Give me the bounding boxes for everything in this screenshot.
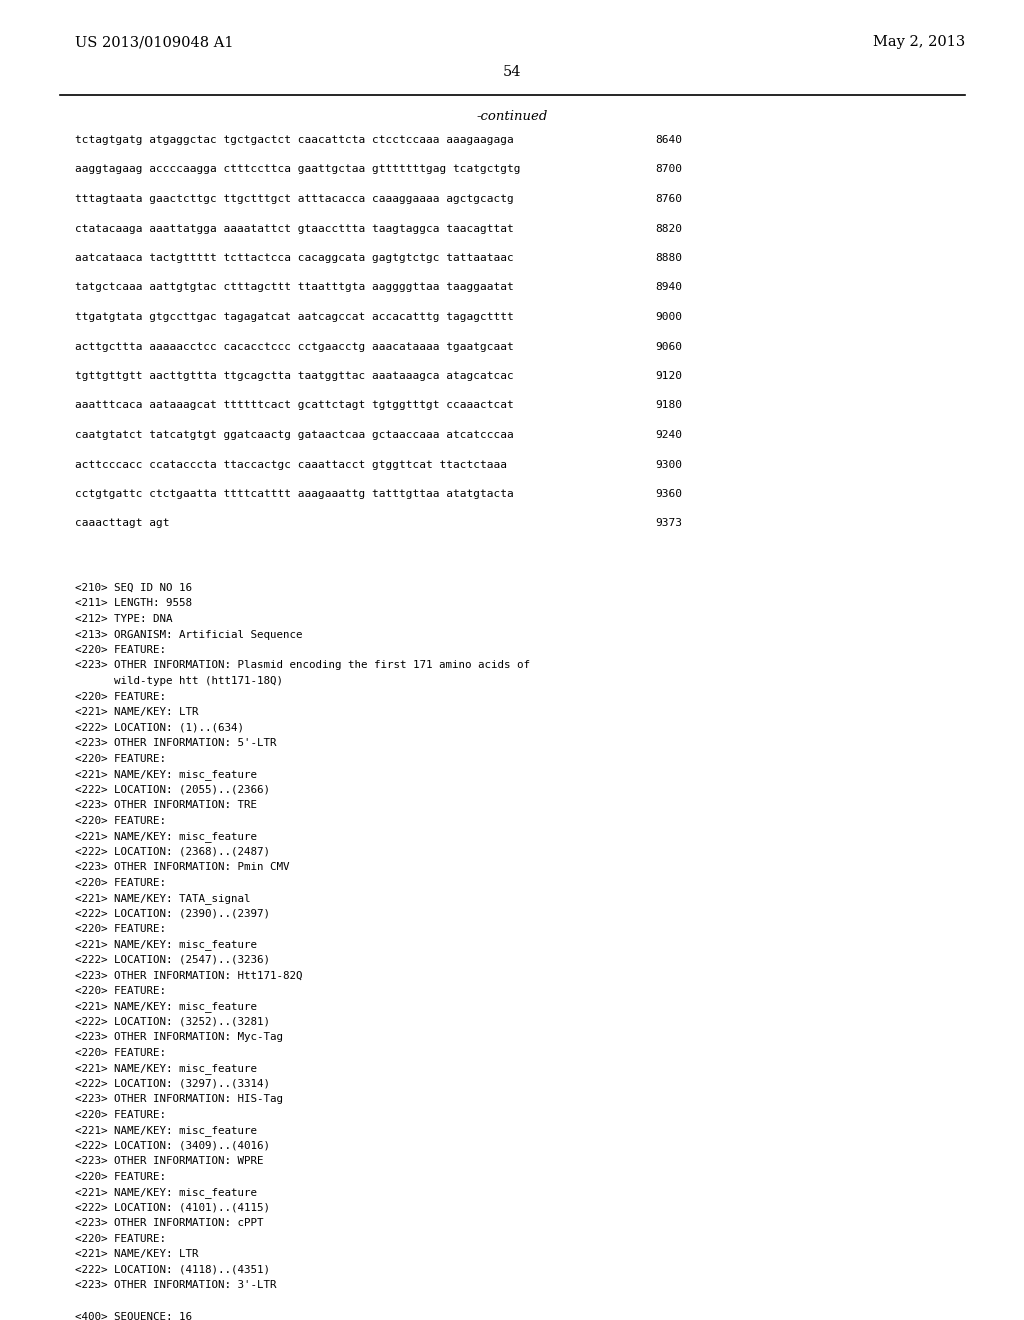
Text: ttgatgtata gtgccttgac tagagatcat aatcagccat accacatttg tagagctttt: ttgatgtata gtgccttgac tagagatcat aatcagc… (75, 312, 514, 322)
Text: May 2, 2013: May 2, 2013 (872, 36, 965, 49)
Text: <222> LOCATION: (3252)..(3281): <222> LOCATION: (3252)..(3281) (75, 1016, 270, 1027)
Text: 9300: 9300 (655, 459, 682, 470)
Text: <223> OTHER INFORMATION: Plasmid encoding the first 171 amino acids of: <223> OTHER INFORMATION: Plasmid encodin… (75, 660, 530, 671)
Text: acttcccacc ccatacccta ttaccactgc caaattacct gtggttcat ttactctaaa: acttcccacc ccatacccta ttaccactgc caaatta… (75, 459, 507, 470)
Text: US 2013/0109048 A1: US 2013/0109048 A1 (75, 36, 233, 49)
Text: <221> NAME/KEY: misc_feature: <221> NAME/KEY: misc_feature (75, 1126, 257, 1137)
Text: caaacttagt agt: caaacttagt agt (75, 519, 170, 528)
Text: 8940: 8940 (655, 282, 682, 293)
Text: <221> NAME/KEY: LTR: <221> NAME/KEY: LTR (75, 1250, 199, 1259)
Text: caatgtatct tatcatgtgt ggatcaactg gataactcaa gctaaccaaa atcatcccaa: caatgtatct tatcatgtgt ggatcaactg gataact… (75, 430, 514, 440)
Text: <223> OTHER INFORMATION: Myc-Tag: <223> OTHER INFORMATION: Myc-Tag (75, 1032, 283, 1043)
Text: <212> TYPE: DNA: <212> TYPE: DNA (75, 614, 172, 624)
Text: 9120: 9120 (655, 371, 682, 381)
Text: <220> FEATURE:: <220> FEATURE: (75, 878, 166, 887)
Text: 8700: 8700 (655, 165, 682, 174)
Text: 9000: 9000 (655, 312, 682, 322)
Text: <223> OTHER INFORMATION: Htt171-82Q: <223> OTHER INFORMATION: Htt171-82Q (75, 970, 302, 981)
Text: <221> NAME/KEY: misc_feature: <221> NAME/KEY: misc_feature (75, 1002, 257, 1012)
Text: <222> LOCATION: (3409)..(4016): <222> LOCATION: (3409)..(4016) (75, 1140, 270, 1151)
Text: <220> FEATURE:: <220> FEATURE: (75, 1234, 166, 1243)
Text: <220> FEATURE:: <220> FEATURE: (75, 1048, 166, 1059)
Text: <223> OTHER INFORMATION: HIS-Tag: <223> OTHER INFORMATION: HIS-Tag (75, 1094, 283, 1105)
Text: 8760: 8760 (655, 194, 682, 205)
Text: 9360: 9360 (655, 488, 682, 499)
Text: <223> OTHER INFORMATION: cPPT: <223> OTHER INFORMATION: cPPT (75, 1218, 263, 1229)
Text: <223> OTHER INFORMATION: WPRE: <223> OTHER INFORMATION: WPRE (75, 1156, 263, 1167)
Text: <221> NAME/KEY: misc_feature: <221> NAME/KEY: misc_feature (75, 832, 257, 842)
Text: tttagtaata gaactcttgc ttgctttgct atttacacca caaaggaaaa agctgcactg: tttagtaata gaactcttgc ttgctttgct atttaca… (75, 194, 514, 205)
Text: cctgtgattc ctctgaatta ttttcatttt aaagaaattg tatttgttaa atatgtacta: cctgtgattc ctctgaatta ttttcatttt aaagaaa… (75, 488, 514, 499)
Text: 8820: 8820 (655, 223, 682, 234)
Text: aaggtagaag accccaagga ctttccttca gaattgctaa gtttttttgag tcatgctgtg: aaggtagaag accccaagga ctttccttca gaattgc… (75, 165, 520, 174)
Text: <220> FEATURE:: <220> FEATURE: (75, 692, 166, 701)
Text: <222> LOCATION: (4101)..(4115): <222> LOCATION: (4101)..(4115) (75, 1203, 270, 1213)
Text: wild-type htt (htt171-18Q): wild-type htt (htt171-18Q) (75, 676, 283, 686)
Text: <220> FEATURE:: <220> FEATURE: (75, 1110, 166, 1119)
Text: <220> FEATURE:: <220> FEATURE: (75, 924, 166, 935)
Text: <221> NAME/KEY: TATA_signal: <221> NAME/KEY: TATA_signal (75, 894, 251, 904)
Text: <222> LOCATION: (2368)..(2487): <222> LOCATION: (2368)..(2487) (75, 846, 270, 857)
Text: <220> FEATURE:: <220> FEATURE: (75, 816, 166, 825)
Text: 9240: 9240 (655, 430, 682, 440)
Text: <222> LOCATION: (3297)..(3314): <222> LOCATION: (3297)..(3314) (75, 1078, 270, 1089)
Text: <221> NAME/KEY: LTR: <221> NAME/KEY: LTR (75, 708, 199, 717)
Text: <223> OTHER INFORMATION: TRE: <223> OTHER INFORMATION: TRE (75, 800, 257, 810)
Text: <210> SEQ ID NO 16: <210> SEQ ID NO 16 (75, 583, 193, 593)
Text: <223> OTHER INFORMATION: 3'-LTR: <223> OTHER INFORMATION: 3'-LTR (75, 1280, 276, 1291)
Text: <222> LOCATION: (2547)..(3236): <222> LOCATION: (2547)..(3236) (75, 954, 270, 965)
Text: <221> NAME/KEY: misc_feature: <221> NAME/KEY: misc_feature (75, 940, 257, 950)
Text: <223> OTHER INFORMATION: 5'-LTR: <223> OTHER INFORMATION: 5'-LTR (75, 738, 276, 748)
Text: ctatacaaga aaattatgga aaaatattct gtaaccttta taagtaggca taacagttat: ctatacaaga aaattatgga aaaatattct gtaacct… (75, 223, 514, 234)
Text: aatcataaca tactgttttt tcttactcca cacaggcata gagtgtctgc tattaataac: aatcataaca tactgttttt tcttactcca cacaggc… (75, 253, 514, 263)
Text: 54: 54 (503, 65, 521, 79)
Text: <223> OTHER INFORMATION: Pmin CMV: <223> OTHER INFORMATION: Pmin CMV (75, 862, 290, 873)
Text: <220> FEATURE:: <220> FEATURE: (75, 986, 166, 997)
Text: <400> SEQUENCE: 16: <400> SEQUENCE: 16 (75, 1312, 193, 1320)
Text: <222> LOCATION: (4118)..(4351): <222> LOCATION: (4118)..(4351) (75, 1265, 270, 1275)
Text: -continued: -continued (476, 110, 548, 123)
Text: 9180: 9180 (655, 400, 682, 411)
Text: tgttgttgtt aacttgttta ttgcagctta taatggttac aaataaagca atagcatcac: tgttgttgtt aacttgttta ttgcagctta taatggt… (75, 371, 514, 381)
Text: <222> LOCATION: (1)..(634): <222> LOCATION: (1)..(634) (75, 722, 244, 733)
Text: <220> FEATURE:: <220> FEATURE: (75, 754, 166, 763)
Text: 9373: 9373 (655, 519, 682, 528)
Text: <222> LOCATION: (2055)..(2366): <222> LOCATION: (2055)..(2366) (75, 784, 270, 795)
Text: tctagtgatg atgaggctac tgctgactct caacattcta ctcctccaaa aaagaagaga: tctagtgatg atgaggctac tgctgactct caacatt… (75, 135, 514, 145)
Text: tatgctcaaa aattgtgtac ctttagcttt ttaatttgta aaggggttaa taaggaatat: tatgctcaaa aattgtgtac ctttagcttt ttaattt… (75, 282, 514, 293)
Text: <222> LOCATION: (2390)..(2397): <222> LOCATION: (2390)..(2397) (75, 908, 270, 919)
Text: <213> ORGANISM: Artificial Sequence: <213> ORGANISM: Artificial Sequence (75, 630, 302, 639)
Text: <211> LENGTH: 9558: <211> LENGTH: 9558 (75, 598, 193, 609)
Text: <221> NAME/KEY: misc_feature: <221> NAME/KEY: misc_feature (75, 1064, 257, 1074)
Text: <220> FEATURE:: <220> FEATURE: (75, 1172, 166, 1181)
Text: <221> NAME/KEY: misc_feature: <221> NAME/KEY: misc_feature (75, 1188, 257, 1199)
Text: 8640: 8640 (655, 135, 682, 145)
Text: <220> FEATURE:: <220> FEATURE: (75, 645, 166, 655)
Text: 9060: 9060 (655, 342, 682, 351)
Text: acttgcttta aaaaacctcc cacacctccc cctgaacctg aaacataaaa tgaatgcaat: acttgcttta aaaaacctcc cacacctccc cctgaac… (75, 342, 514, 351)
Text: 8880: 8880 (655, 253, 682, 263)
Text: aaatttcaca aataaagcat ttttttcact gcattctagt tgtggtttgt ccaaactcat: aaatttcaca aataaagcat ttttttcact gcattct… (75, 400, 514, 411)
Text: <221> NAME/KEY: misc_feature: <221> NAME/KEY: misc_feature (75, 770, 257, 780)
